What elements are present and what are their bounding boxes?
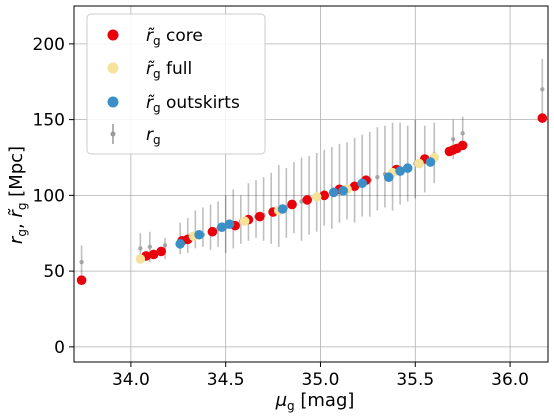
core-point bbox=[537, 113, 548, 123]
rg-point bbox=[375, 174, 380, 180]
x-axis-label: μg [mag] bbox=[275, 390, 355, 413]
legend-label-outskirts: r̃g outskirts bbox=[146, 93, 240, 115]
outskirts-point bbox=[224, 219, 235, 229]
outskirts-point bbox=[383, 172, 394, 182]
legend-marker-rg bbox=[110, 131, 116, 137]
y-tick-label: 100 bbox=[33, 186, 65, 206]
rg-point bbox=[147, 244, 153, 250]
y-axis-label: rg, r̃g [Mpc] bbox=[6, 146, 29, 244]
outskirts-point bbox=[402, 163, 413, 173]
legend-marker-core bbox=[107, 29, 119, 41]
legend-label-rg: rg bbox=[146, 125, 161, 147]
legend-item-rg: rg bbox=[110, 124, 161, 147]
y-tick-label: 150 bbox=[33, 111, 65, 131]
plot-frame bbox=[73, 5, 549, 363]
core-point bbox=[207, 226, 218, 237]
y-axis-label-rtilde: r̃ bbox=[6, 208, 27, 218]
core-point bbox=[349, 181, 360, 192]
legend-label-full: r̃g full bbox=[146, 59, 192, 81]
full-point bbox=[414, 158, 424, 169]
full-point bbox=[311, 192, 322, 202]
y-axis-label-sep: , bbox=[6, 218, 27, 229]
outskirts-point bbox=[425, 157, 436, 167]
rg-point bbox=[162, 243, 168, 248]
legend-item-core: r̃g core bbox=[107, 26, 203, 48]
y-axis-label-sub2: g bbox=[15, 203, 29, 211]
x-tick-label: 34.5 bbox=[207, 370, 245, 390]
rg-point bbox=[460, 131, 465, 136]
x-tick-label: 34.0 bbox=[112, 370, 150, 390]
core-point bbox=[287, 199, 297, 210]
core-point bbox=[255, 211, 265, 222]
x-axis-label-symbol: μ bbox=[275, 390, 287, 411]
rg-point bbox=[540, 87, 545, 92]
legend-box bbox=[86, 13, 266, 155]
core-point bbox=[156, 246, 167, 257]
outskirts-point bbox=[338, 186, 349, 196]
outskirts-point bbox=[217, 222, 227, 232]
core-point bbox=[148, 249, 159, 260]
y-tick-label: 0 bbox=[54, 338, 65, 358]
rg-point bbox=[138, 246, 143, 251]
legend-marker-full bbox=[107, 62, 119, 74]
y-tick-label: 50 bbox=[43, 262, 65, 282]
legend: r̃g core r̃g full r̃g outskirts rg bbox=[86, 13, 266, 155]
y-axis-label-unit: [Mpc] bbox=[6, 146, 27, 203]
outskirts-point bbox=[175, 239, 185, 249]
plot-area bbox=[76, 59, 548, 285]
x-axis-label-unit: [mag] bbox=[295, 390, 355, 411]
core-point bbox=[319, 190, 330, 201]
y-tick-label: 200 bbox=[33, 35, 65, 55]
y-axis-label-r: r bbox=[6, 235, 27, 244]
x-tick-label: 36.0 bbox=[491, 370, 529, 390]
x-tick-label: 35.5 bbox=[396, 370, 434, 390]
rg-point bbox=[79, 259, 84, 265]
legend-marker-outskirts bbox=[107, 96, 119, 108]
axis-ticks: 34.0 34.5 35.0 35.5 36.0 0 50 100 150 200 bbox=[33, 35, 529, 390]
legend-item-outskirts: r̃g outskirts bbox=[107, 93, 240, 115]
x-axis-label-subscript: g bbox=[287, 399, 295, 413]
legend-label-core: r̃g core bbox=[146, 26, 203, 48]
rg-point bbox=[451, 137, 456, 142]
core-point bbox=[457, 140, 468, 151]
full-point bbox=[239, 216, 250, 226]
outskirts-point bbox=[395, 166, 405, 176]
outskirts-point bbox=[194, 229, 204, 240]
x-tick-label: 35.0 bbox=[302, 370, 340, 390]
outskirts-point bbox=[277, 204, 288, 214]
full-point bbox=[135, 254, 146, 264]
legend-item-full: r̃g full bbox=[107, 59, 192, 81]
core-point bbox=[76, 275, 87, 285]
core-point bbox=[302, 195, 313, 205]
outskirts-point bbox=[357, 178, 367, 189]
outskirts-point bbox=[328, 187, 339, 198]
y-axis-label-sub1: g bbox=[15, 229, 29, 237]
